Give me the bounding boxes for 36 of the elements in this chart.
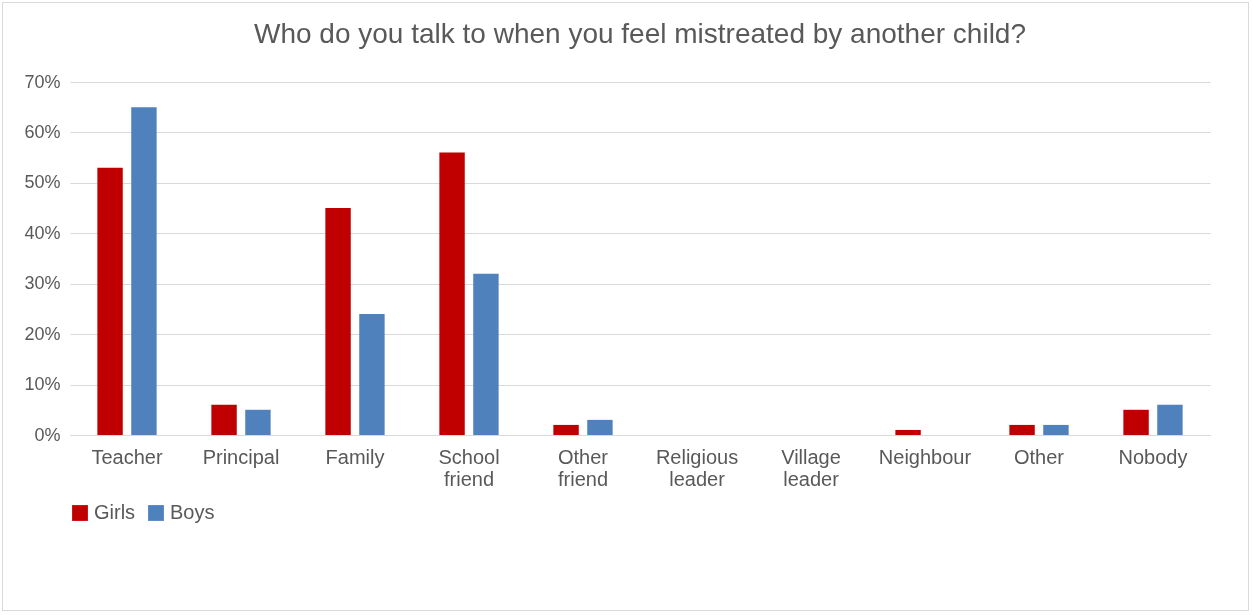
bar — [1043, 424, 1069, 435]
bar — [131, 107, 157, 435]
x-tick-label: Nobody — [1118, 445, 1188, 468]
bar — [587, 419, 613, 435]
bar — [473, 273, 499, 435]
y-tick-label: 60% — [24, 121, 61, 142]
legend-label: Girls — [94, 501, 136, 523]
bar — [1009, 424, 1035, 435]
x-tick-label: Religious leader — [655, 445, 739, 490]
y-tick-label: 20% — [24, 323, 61, 344]
bar — [359, 313, 385, 435]
bar — [245, 409, 271, 435]
y-tick-label: 70% — [24, 71, 61, 92]
x-tick-label: Other — [1013, 445, 1065, 468]
bar — [325, 208, 351, 435]
bar — [1123, 409, 1149, 435]
y-tick-label: 10% — [24, 374, 61, 395]
bar — [1157, 404, 1183, 435]
y-tick-label: 50% — [24, 172, 61, 193]
bar — [211, 404, 237, 435]
x-tick-label: Teacher — [91, 445, 163, 468]
bar — [553, 424, 579, 435]
x-tick-label: School friend — [438, 445, 500, 490]
bar — [895, 429, 921, 435]
bar — [97, 167, 123, 435]
x-tick-label: Village leader — [781, 445, 841, 490]
y-tick-label: 40% — [24, 222, 61, 243]
y-tick-label: 0% — [34, 424, 61, 445]
y-tick-label: 30% — [24, 273, 61, 294]
chart-title: Who do you talk to when you feel mistreated by another child? — [254, 18, 1026, 49]
x-tick-label: Other friend — [557, 445, 609, 490]
bar — [439, 152, 465, 435]
legend-label: Boys — [170, 501, 215, 523]
x-tick-label: Family — [325, 445, 385, 468]
x-tick-label: Neighbour — [878, 445, 972, 468]
x-tick-label: Principal — [202, 445, 280, 468]
